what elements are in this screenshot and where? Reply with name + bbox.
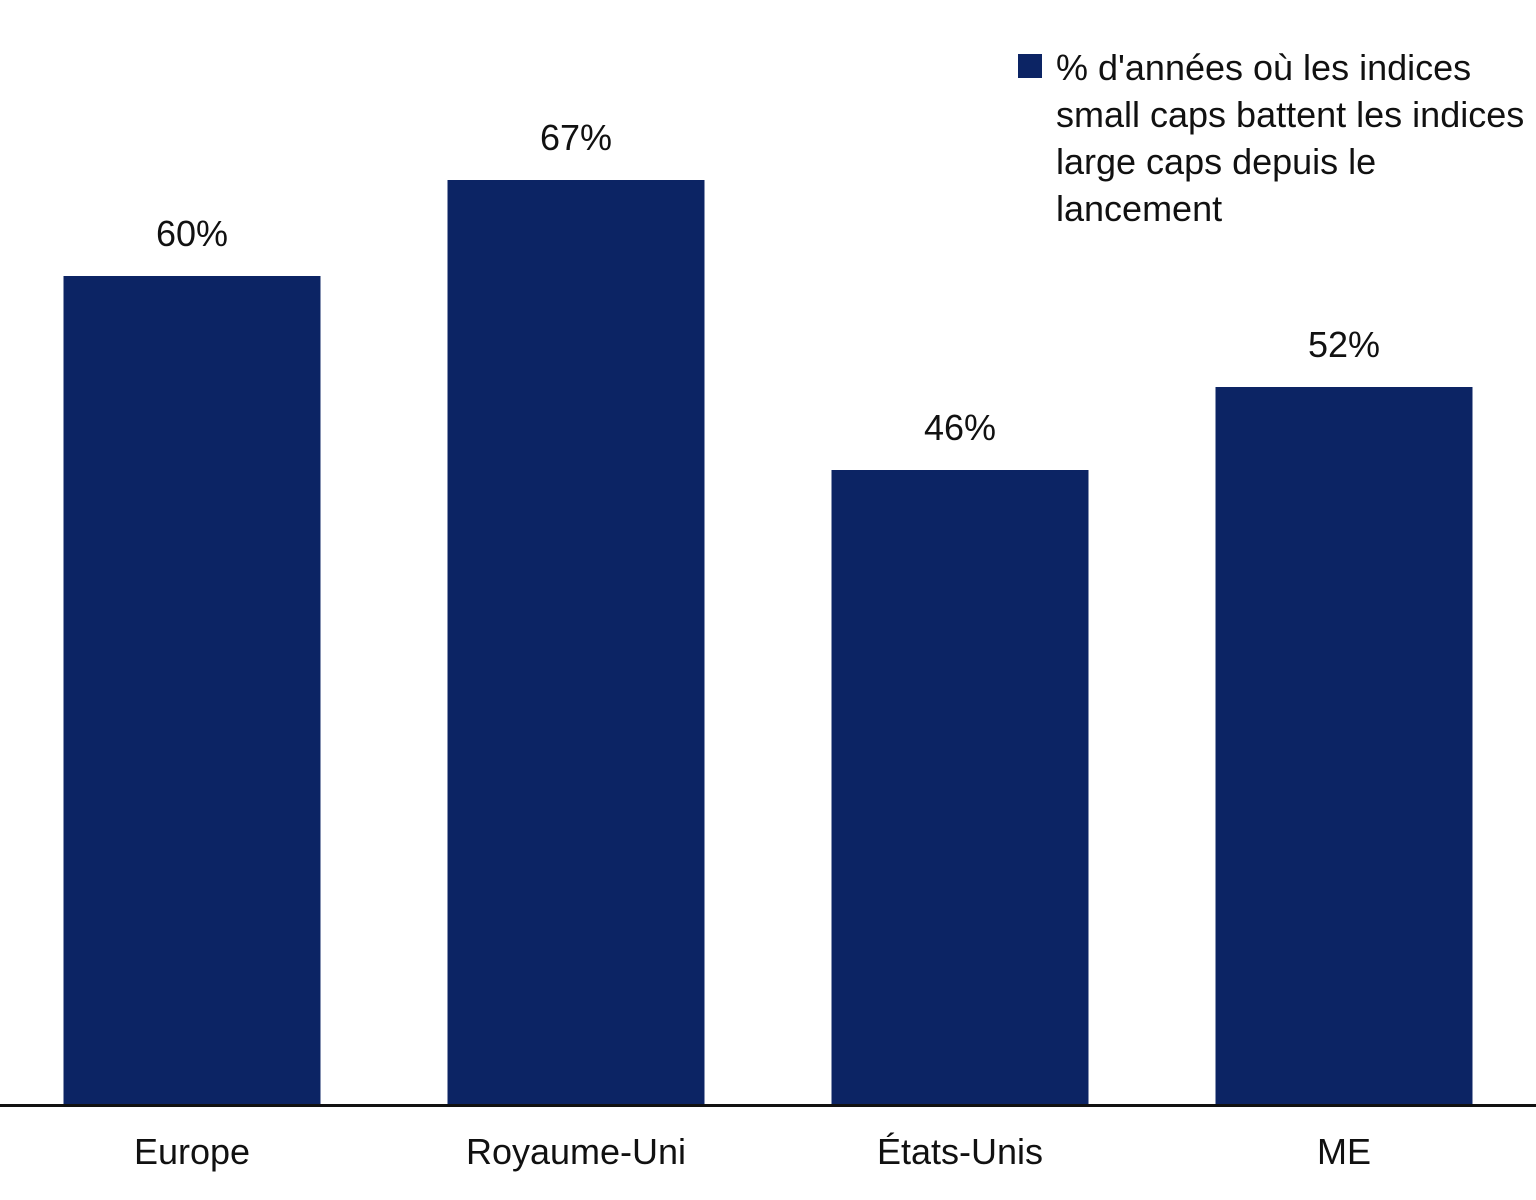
x-axis-line (0, 1104, 1536, 1107)
plot-area: 60% 67% 46% 52% (0, 0, 1536, 1105)
x-axis-label-royaume-uni: Royaume-Uni (465, 1131, 687, 1172)
bar-etats-unis (831, 469, 1089, 1105)
x-axis-label-me: ME (1317, 1131, 1371, 1172)
x-axis-labels: Europe Royaume-Uni États-Unis ME (0, 1107, 1536, 1200)
bar-column-royaume-uni: 67% (384, 0, 768, 1105)
value-label-me: 52% (1307, 323, 1381, 365)
bar-column-europe: 60% (0, 0, 384, 1105)
value-label-europe: 60% (155, 213, 229, 255)
x-axis-label-europe: Europe (133, 1131, 251, 1172)
legend-label-line: lancement (1056, 188, 1223, 229)
legend-marker-icon (1018, 54, 1042, 78)
legend-label-line: large caps depuis le (1056, 141, 1377, 182)
bar-column-me: 52% (1152, 0, 1536, 1105)
legend-label: % d'années où les indices small caps batt… (1056, 44, 1524, 232)
x-axis-label-etats-unis: États-Unis (876, 1131, 1044, 1172)
bar-column-etats-unis: 46% (768, 0, 1152, 1105)
bar-royaume-uni (447, 179, 705, 1105)
value-label-etats-unis: 46% (923, 406, 997, 448)
legend-label-line: small caps battent les indices (1056, 94, 1525, 135)
legend: % d'années où les indices small caps batt… (1018, 44, 1524, 232)
bar-me (1215, 386, 1473, 1105)
legend-label-line: % d'années où les indices (1056, 47, 1472, 88)
bar-europe (63, 276, 321, 1105)
value-label-royaume-uni: 67% (539, 116, 613, 158)
